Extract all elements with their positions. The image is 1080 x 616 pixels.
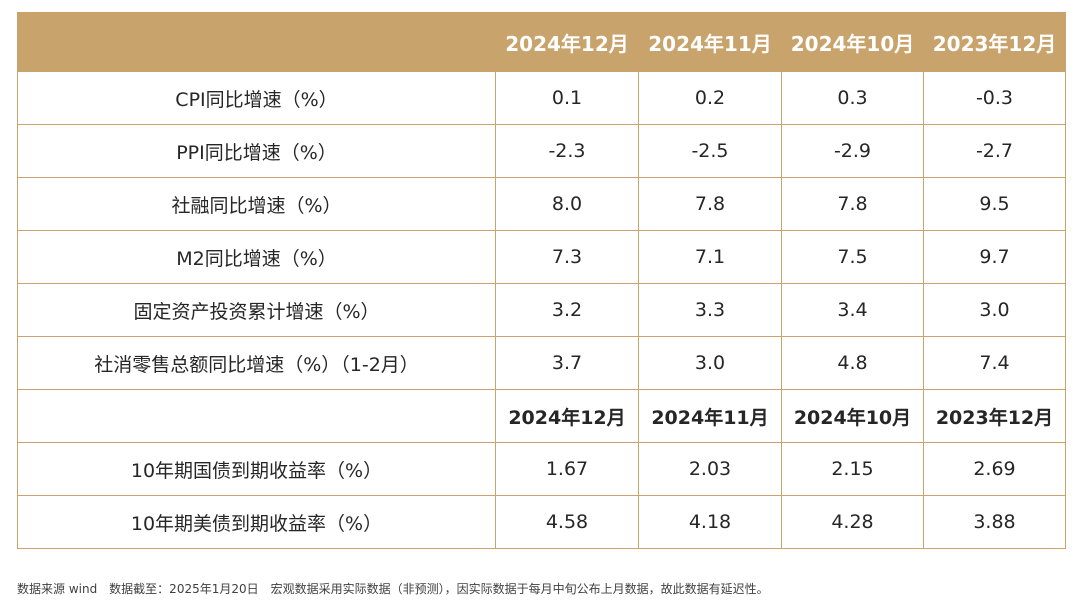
cell-value: 3.7 [495,336,639,390]
cell-value: 9.5 [923,177,1066,231]
cell-value: 4.58 [495,495,639,549]
row-label: M2同比增速（%） [17,230,496,284]
subheader-cell: 2024年10月 [781,389,924,443]
header-cell-blank [17,12,496,72]
table-row: 固定资产投资累计增速（%） 3.2 3.3 3.4 3.0 [17,283,1066,337]
table-row: 社消零售总额同比增速（%）（1-2月） 3.7 3.0 4.8 7.4 [17,336,1066,390]
cell-value: 3.0 [638,336,782,390]
cell-value: -2.9 [781,124,924,178]
header-cell: 2023年12月 [923,12,1066,72]
cell-value: 1.67 [495,442,639,496]
cell-value: 4.28 [781,495,924,549]
cell-value: 3.4 [781,283,924,337]
cell-value: -0.3 [923,71,1066,125]
row-label: 社消零售总额同比增速（%）（1-2月） [17,336,496,390]
table-row: 10年期美债到期收益率（%） 4.58 4.18 4.28 3.88 [17,495,1066,549]
cell-value: -2.7 [923,124,1066,178]
cell-value: 0.3 [781,71,924,125]
cell-value: 2.69 [923,442,1066,496]
subheader-cell-blank [17,389,496,443]
cell-value: 2.15 [781,442,924,496]
table-header-row: 2024年12月 2024年11月 2024年10月 2023年12月 [17,12,1066,72]
table-row: M2同比增速（%） 7.3 7.1 7.5 9.7 [17,230,1066,284]
header-cell: 2024年11月 [638,12,782,72]
table-row: CPI同比增速（%） 0.1 0.2 0.3 -0.3 [17,71,1066,125]
row-label: 社融同比增速（%） [17,177,496,231]
cell-value: 7.4 [923,336,1066,390]
cell-value: -2.5 [638,124,782,178]
table-row: 10年期国债到期收益率（%） 1.67 2.03 2.15 2.69 [17,442,1066,496]
cell-value: 0.2 [638,71,782,125]
subheader-cell: 2024年11月 [638,389,782,443]
cell-value: 7.3 [495,230,639,284]
table-row: 社融同比增速（%） 8.0 7.8 7.8 9.5 [17,177,1066,231]
cell-value: 3.88 [923,495,1066,549]
cell-value: 3.2 [495,283,639,337]
subheader-cell: 2023年12月 [923,389,1066,443]
cell-value: 7.8 [781,177,924,231]
row-label: 固定资产投资累计增速（%） [17,283,496,337]
cell-value: 3.0 [923,283,1066,337]
header-cell: 2024年12月 [495,12,639,72]
source-footnote: 数据来源 wind 数据截至：2025年1月20日 宏观数据采用实际数据（非预测… [17,582,769,596]
cell-value: 4.8 [781,336,924,390]
row-label: CPI同比增速（%） [17,71,496,125]
cell-value: 9.7 [923,230,1066,284]
subheader-cell: 2024年12月 [495,389,639,443]
cell-value: 4.18 [638,495,782,549]
cell-value: 7.5 [781,230,924,284]
row-label: 10年期国债到期收益率（%） [17,442,496,496]
cell-value: 7.8 [638,177,782,231]
cell-value: 7.1 [638,230,782,284]
header-cell: 2024年10月 [781,12,924,72]
row-label: PPI同比增速（%） [17,124,496,178]
cell-value: 0.1 [495,71,639,125]
table-subheader-row: 2024年12月 2024年11月 2024年10月 2023年12月 [17,389,1066,443]
table-row: PPI同比增速（%） -2.3 -2.5 -2.9 -2.7 [17,124,1066,178]
cell-value: 8.0 [495,177,639,231]
cell-value: 2.03 [638,442,782,496]
macro-data-table: 2024年12月 2024年11月 2024年10月 2023年12月 CPI同… [17,12,1066,549]
cell-value: -2.3 [495,124,639,178]
row-label: 10年期美债到期收益率（%） [17,495,496,549]
cell-value: 3.3 [638,283,782,337]
